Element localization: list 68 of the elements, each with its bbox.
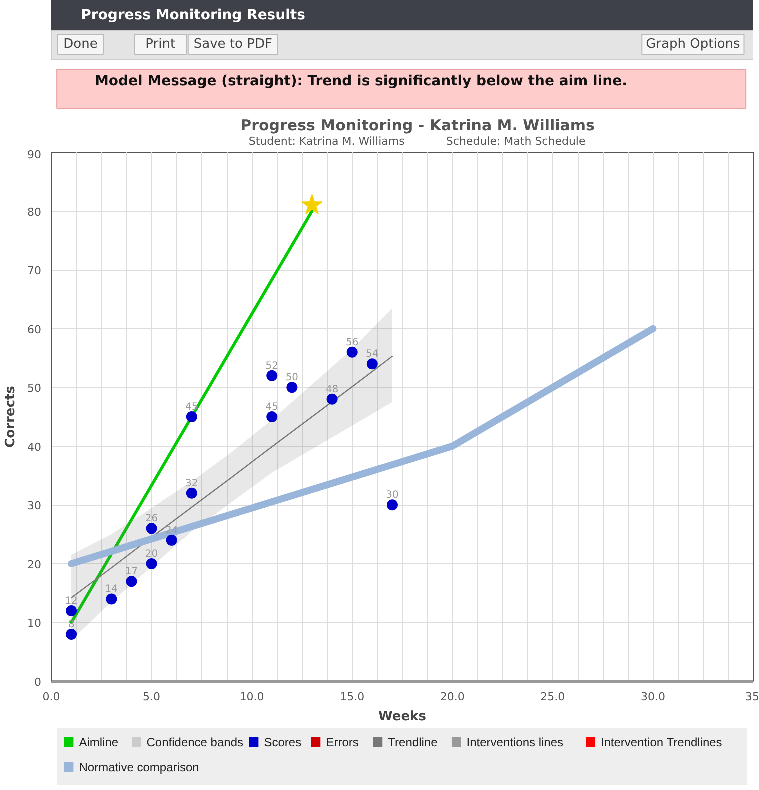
point <box>266 370 278 382</box>
y-tick-label: 0 <box>34 676 42 689</box>
data-label: 45 <box>266 402 278 413</box>
y-tick-label: 30 <box>28 500 42 513</box>
chart-title: Progress Monitoring - Katrina M. Williams <box>240 116 596 134</box>
x-tick-label: 35 <box>746 690 759 704</box>
legend-label: Confidence bands <box>146 736 244 750</box>
y-tick-label: 80 <box>28 206 42 219</box>
data-label: 56 <box>346 337 359 348</box>
data-label: 24 <box>165 525 178 536</box>
legend-label: Normative comparison <box>79 760 200 774</box>
point <box>146 523 158 534</box>
y-tick-label: 90 <box>28 148 42 162</box>
legend-label: Trendline <box>388 736 438 750</box>
y-tick-label: 70 <box>28 264 42 278</box>
legend-label: Scores <box>264 736 302 750</box>
legend-label: Errors <box>326 736 359 750</box>
point <box>186 412 198 422</box>
x-tick-label: 25.0 <box>540 690 566 704</box>
y-tick-label: 10 <box>28 617 42 630</box>
data-label: 17 <box>125 566 138 578</box>
data-label: 12 <box>65 596 78 607</box>
text: Graph Options <box>646 37 741 52</box>
point <box>186 488 198 499</box>
x-tick-label: 0.0 <box>42 690 60 704</box>
point <box>66 605 78 616</box>
point <box>346 346 358 358</box>
point <box>302 194 323 214</box>
text: Model Message (straight): Trend is significantly below the aim line. <box>94 74 628 90</box>
data-label: 30 <box>386 490 399 502</box>
y-tick-label: 50 <box>28 382 42 396</box>
x-axis-title: Weeks <box>378 710 427 724</box>
data-label: 14 <box>105 584 118 596</box>
x-tick-label: 5.0 <box>143 690 161 704</box>
legend-label: Intervention Trendlines <box>600 736 722 750</box>
y-tick-label: 20 <box>28 558 42 572</box>
data-label: 54 <box>366 349 379 360</box>
point <box>266 412 278 422</box>
data-label: 26 <box>145 514 158 525</box>
point <box>286 382 298 394</box>
text: Save to PDF <box>194 37 272 52</box>
text: Done <box>64 37 98 52</box>
point <box>326 394 338 405</box>
legend-label: Aimline <box>79 736 119 750</box>
data-label: 48 <box>326 384 339 396</box>
chart-subtitle: Student: Katrina M. Williams <box>248 135 406 148</box>
point <box>126 576 138 588</box>
point <box>146 558 158 570</box>
point <box>166 534 178 546</box>
x-tick-label: 30.0 <box>640 690 666 704</box>
y-tick-label: 40 <box>28 440 42 454</box>
point <box>66 628 78 640</box>
data-label: 50 <box>286 372 299 384</box>
data-label: 20 <box>145 548 158 560</box>
text: Progress Monitoring Results <box>81 8 306 24</box>
x-tick-label: 10.0 <box>240 690 264 704</box>
legend-label: Interventions lines <box>466 736 564 750</box>
x-tick-label: 15.0 <box>340 690 365 704</box>
x-tick-label: 20.0 <box>440 690 465 704</box>
point <box>386 500 398 511</box>
point <box>106 594 118 605</box>
point <box>366 358 378 370</box>
data-label: 52 <box>266 360 278 372</box>
y-axis-title: Corrects <box>4 386 19 448</box>
y-tick-label: 60 <box>28 323 42 336</box>
text: Print <box>146 37 176 52</box>
text: Schedule: Math Schedule <box>446 135 586 148</box>
data-label: 32 <box>186 478 198 490</box>
